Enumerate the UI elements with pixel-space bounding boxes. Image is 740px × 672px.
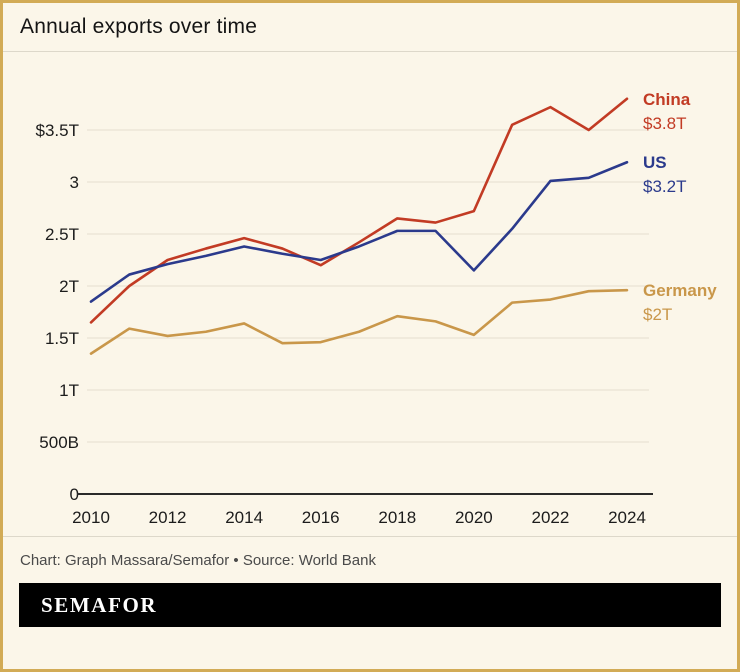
semafor-wordmark: SEMAFOR	[41, 592, 158, 617]
svg-text:2024: 2024	[608, 508, 646, 527]
svg-text:2T: 2T	[59, 277, 79, 296]
series-value-germany: $2T	[643, 305, 672, 324]
series-value-us: $3.2T	[643, 177, 686, 196]
svg-text:2020: 2020	[455, 508, 493, 527]
title-divider	[3, 51, 737, 52]
chart-area: 0 500B 1T 1.5T 2T 2.5T 3 $3.5T 2010 2012 2014 2016 2…	[3, 52, 737, 536]
svg-text:2.5T: 2.5T	[45, 225, 79, 244]
svg-text:3: 3	[70, 173, 79, 192]
chart-credit: Chart: Graph Massara/Semafor • Source: W…	[20, 551, 376, 569]
header: Annual exports over time	[3, 3, 737, 51]
svg-text:$3.5T: $3.5T	[36, 121, 79, 140]
svg-text:2014: 2014	[225, 508, 263, 527]
svg-text:2010: 2010	[72, 508, 110, 527]
svg-text:1.5T: 1.5T	[45, 329, 79, 348]
series-label-germany: Germany	[643, 281, 717, 300]
footer-divider	[3, 536, 737, 537]
semafor-brand-bar: SEMAFOR	[19, 583, 721, 627]
credit-row: Chart: Graph Massara/Semafor • Source: W…	[3, 537, 737, 583]
svg-text:2016: 2016	[302, 508, 340, 527]
svg-text:2022: 2022	[532, 508, 570, 527]
svg-text:1T: 1T	[59, 381, 79, 400]
series-value-china: $3.8T	[643, 114, 686, 133]
svg-text:500B: 500B	[39, 433, 79, 452]
series-label-us: US	[643, 153, 667, 172]
svg-text:0: 0	[70, 485, 79, 504]
svg-text:2018: 2018	[378, 508, 416, 527]
chart-title: Annual exports over time	[20, 15, 258, 38]
svg-text:2012: 2012	[149, 508, 187, 527]
series-label-china: China	[643, 90, 691, 109]
exports-line-chart: 0 500B 1T 1.5T 2T 2.5T 3 $3.5T 2010 2012 2014 2016 2…	[36, 90, 718, 527]
